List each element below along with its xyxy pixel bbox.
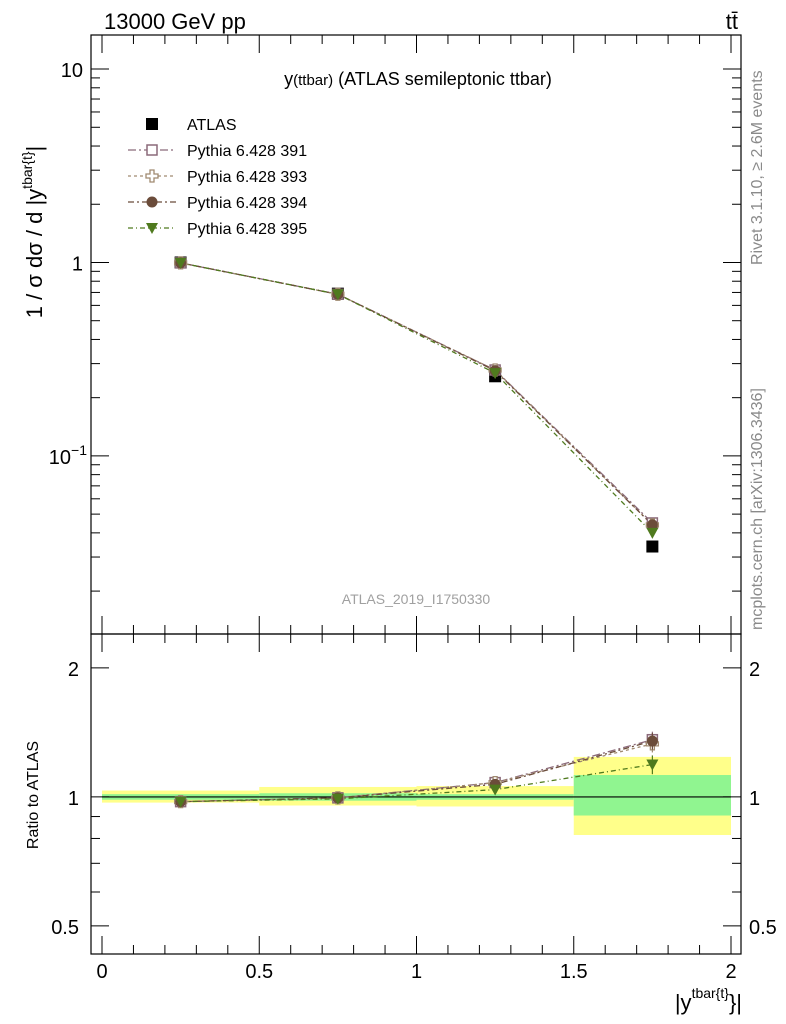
mc-point-shape bbox=[646, 527, 659, 539]
ratio-panel: 2 2 1 1 0.5 0.5 0 0.5 1 1.5 2 Ratio to ATLAS |ytba… bbox=[25, 633, 777, 1015]
ratio-point-shape bbox=[174, 796, 187, 808]
plot-title: y(ttbar) (ATLAS semileptonic ttbar) bbox=[284, 69, 552, 89]
ratio-point bbox=[489, 784, 502, 796]
mc-point bbox=[174, 257, 187, 269]
ratio-ytick-label-left: 1 bbox=[68, 788, 79, 810]
ratio-series-points bbox=[173, 731, 660, 809]
ratio-axis-ticks: 2 2 1 1 0.5 0.5 0 0.5 1 1.5 2 bbox=[51, 634, 777, 983]
ratio-point bbox=[331, 793, 344, 805]
atlas-data-point bbox=[646, 540, 659, 553]
ratio-point bbox=[174, 796, 187, 808]
atlas-data-point-shape bbox=[646, 540, 659, 553]
beam-energy-label: 13000 GeV pp bbox=[104, 9, 246, 34]
mcplots-label: mcplots.cern.ch [arXiv:1306.3436] bbox=[749, 388, 766, 630]
mc-point bbox=[489, 368, 502, 380]
plot-title-rest: (ATLAS semileptonic ttbar) bbox=[333, 69, 552, 89]
ratio-xtick-label: 0.5 bbox=[245, 961, 273, 983]
legend-atlas-label: ATLAS bbox=[187, 117, 237, 134]
main-series-line bbox=[180, 262, 653, 524]
legend-marker bbox=[145, 169, 159, 183]
ratio-xtick-label: 1 bbox=[411, 961, 422, 983]
main-series-lines bbox=[180, 262, 653, 534]
main-ytick-label-exp: −1 bbox=[71, 442, 87, 458]
mc-point bbox=[646, 527, 659, 539]
plot-title-sub: (ttbar) bbox=[293, 72, 333, 89]
legend-marker bbox=[146, 144, 158, 156]
legend-label: Pythia 6.428 394 bbox=[187, 195, 307, 212]
main-ytick-label: 10 bbox=[61, 60, 83, 82]
main-ylabel: 1 / σ dσ / d |ytbar{t}| bbox=[19, 146, 47, 319]
ratio-series-line bbox=[180, 763, 653, 803]
main-ylabel-close: | bbox=[22, 146, 47, 152]
xlabel: |ytbar{t}}| bbox=[675, 985, 742, 1015]
ratio-stat-band bbox=[573, 775, 731, 816]
main-ytick-label: 1 bbox=[72, 253, 83, 275]
ratio-xtick-label: 2 bbox=[725, 961, 736, 983]
main-ytick-label: 10−1 bbox=[49, 442, 87, 469]
ratio-ytick-label-right: 0.5 bbox=[749, 917, 777, 939]
ratio-xtick-label: 0 bbox=[96, 961, 107, 983]
mc-point-shape bbox=[174, 257, 187, 269]
rivet-version-label: Rivet 3.1.10, ≥ 2.6M events bbox=[749, 70, 766, 265]
ratio-point bbox=[646, 759, 659, 771]
legend-marker-shape bbox=[146, 144, 158, 156]
ratio-xtick-label: 1.5 bbox=[560, 961, 588, 983]
main-series-line bbox=[180, 262, 653, 526]
legend-marker-shape bbox=[146, 196, 158, 208]
mc-point bbox=[331, 289, 344, 301]
ratio-series-lines bbox=[180, 739, 653, 803]
ratio-ylabel: Ratio to ATLAS bbox=[25, 741, 42, 849]
ratio-point-shape bbox=[646, 759, 659, 771]
plot-title-var: y bbox=[284, 69, 293, 89]
main-series-line bbox=[180, 262, 653, 534]
ratio-ytick-label-right: 2 bbox=[749, 659, 760, 681]
legend-label: Pythia 6.428 391 bbox=[187, 143, 307, 160]
ratio-point-shape bbox=[646, 735, 658, 747]
ratio-ytick-label-left: 0.5 bbox=[51, 917, 79, 939]
main-ylabel-main: 1 / σ dσ / d |y bbox=[22, 189, 47, 318]
main-ytick-label-base: 10 bbox=[49, 447, 71, 469]
main-ylabel-sup: tbar{t} bbox=[19, 151, 35, 189]
process-label: tt̄ bbox=[726, 9, 738, 34]
legend-marker bbox=[146, 196, 158, 208]
xlabel-sup: tbar{t} bbox=[692, 985, 730, 1001]
ratio-series-line bbox=[180, 740, 653, 803]
legend: ATLAS Pythia 6.428 391 Pythia 6.428 393 Pyt… bbox=[128, 117, 307, 238]
legend-marker-shape bbox=[145, 169, 159, 183]
mc-point-shape bbox=[646, 519, 658, 531]
xlabel-close: }| bbox=[729, 990, 742, 1015]
legend-marker bbox=[146, 223, 158, 234]
ratio-point-shape bbox=[489, 784, 502, 796]
watermark-label: ATLAS_2019_I1750330 bbox=[342, 591, 491, 607]
legend-marker-shape bbox=[146, 223, 158, 234]
ratio-point-shape bbox=[331, 793, 344, 805]
ratio-point bbox=[646, 735, 658, 747]
xlabel-main: |y bbox=[675, 990, 692, 1015]
ratio-uncertainty-bands bbox=[102, 756, 731, 836]
legend-label: Pythia 6.428 395 bbox=[187, 221, 307, 238]
main-series-points bbox=[173, 256, 660, 553]
mc-point-shape bbox=[489, 368, 502, 380]
ratio-ytick-label-right: 1 bbox=[749, 788, 760, 810]
legend-atlas-marker-shape bbox=[146, 118, 158, 130]
mc-point-shape bbox=[331, 289, 344, 301]
mc-point bbox=[646, 519, 658, 531]
legend-label: Pythia 6.428 393 bbox=[187, 169, 307, 186]
main-series-line bbox=[180, 262, 653, 526]
legend-atlas-marker bbox=[146, 118, 158, 130]
ratio-ytick-label-left: 2 bbox=[68, 659, 79, 681]
